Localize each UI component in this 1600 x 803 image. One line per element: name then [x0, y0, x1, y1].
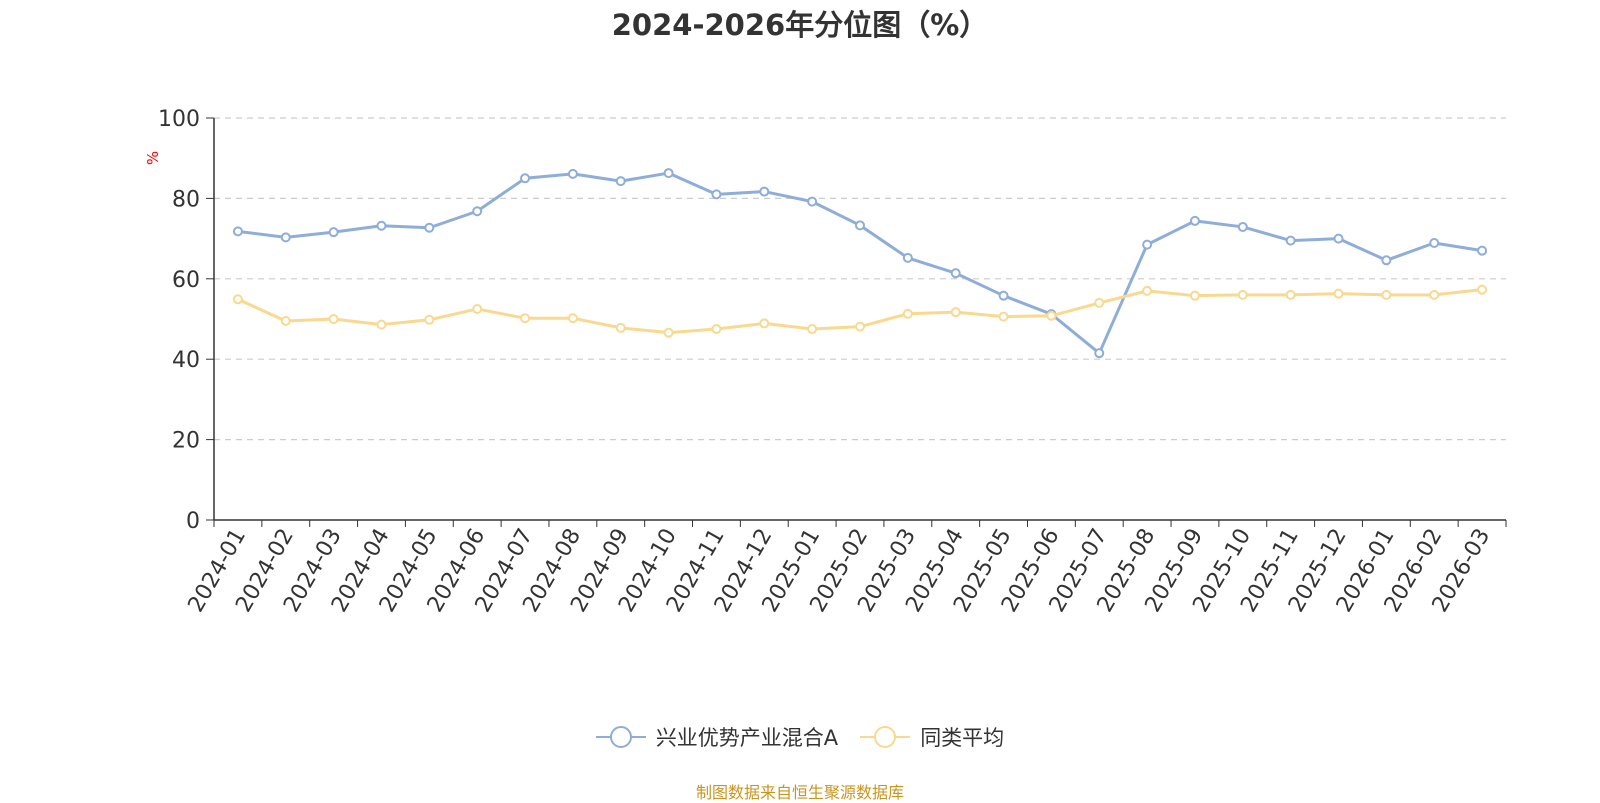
data-point[interactable]: [520, 173, 531, 184]
legend-item-peer-average[interactable]: 同类平均: [860, 722, 1004, 752]
y-tick-label: 60: [172, 268, 200, 293]
data-point[interactable]: [280, 316, 291, 327]
data-point[interactable]: [567, 313, 578, 324]
legend-label-peer-average: 同类平均: [920, 726, 1005, 750]
data-point[interactable]: [711, 189, 722, 200]
data-point[interactable]: [902, 252, 913, 263]
data-point[interactable]: [1333, 233, 1344, 244]
data-point[interactable]: [950, 307, 961, 318]
data-point[interactable]: [1094, 348, 1105, 359]
data-point[interactable]: [663, 168, 674, 179]
data-point[interactable]: [950, 268, 961, 279]
data-point[interactable]: [855, 220, 865, 231]
data-source-note: 制图数据来自恒生聚源数据库: [695, 783, 904, 802]
data-point[interactable]: [424, 314, 435, 325]
data-point[interactable]: [1429, 238, 1440, 249]
data-point[interactable]: [232, 294, 243, 305]
data-point[interactable]: [1094, 297, 1105, 308]
data-point[interactable]: [1477, 245, 1488, 256]
data-point[interactable]: [232, 226, 243, 237]
legend-label-fund: 兴业优势产业混合A: [655, 726, 839, 750]
data-point[interactable]: [807, 196, 818, 207]
data-point[interactable]: [663, 327, 674, 338]
data-point[interactable]: [855, 321, 865, 332]
data-point[interactable]: [424, 222, 435, 233]
y-tick-label: 0: [186, 509, 200, 534]
data-point[interactable]: [1142, 285, 1153, 296]
data-point[interactable]: [472, 303, 483, 314]
data-point[interactable]: [998, 290, 1009, 301]
data-point[interactable]: [1381, 255, 1392, 266]
data-point[interactable]: [1333, 288, 1344, 299]
data-point[interactable]: [472, 206, 483, 217]
data-point[interactable]: [1237, 289, 1248, 300]
data-point[interactable]: [520, 313, 531, 324]
data-point[interactable]: [376, 319, 387, 330]
y-tick-label: 100: [158, 107, 200, 132]
legend-marker-fund: [595, 726, 646, 748]
y-axis-label: %: [144, 151, 162, 165]
data-point[interactable]: [280, 232, 291, 243]
data-point[interactable]: [998, 311, 1009, 322]
data-point[interactable]: [328, 314, 339, 324]
data-point[interactable]: [807, 324, 818, 335]
data-point[interactable]: [1189, 215, 1200, 226]
y-tick-label: 80: [172, 187, 200, 212]
legend-item-fund[interactable]: 兴业优势产业混合A: [595, 722, 839, 752]
data-point[interactable]: [759, 318, 770, 329]
legend: 兴业优势产业混合A 同类平均: [0, 722, 1600, 752]
data-point[interactable]: [759, 186, 770, 197]
data-point[interactable]: [615, 322, 626, 333]
data-point[interactable]: [1285, 289, 1296, 300]
legend-marker-peer-average: [860, 726, 911, 748]
data-point[interactable]: [1477, 284, 1488, 295]
data-point[interactable]: [328, 227, 339, 238]
data-point[interactable]: [615, 176, 626, 187]
data-point[interactable]: [376, 220, 387, 231]
chart-title: 2024-2026年分位图（%）: [611, 8, 989, 42]
y-tick-label: 20: [172, 429, 200, 454]
data-point[interactable]: [1046, 310, 1057, 321]
data-point[interactable]: [1381, 289, 1392, 300]
data-point[interactable]: [567, 168, 578, 179]
y-tick-label: 40: [172, 348, 200, 373]
data-point[interactable]: [1189, 290, 1200, 301]
data-point[interactable]: [1285, 235, 1296, 246]
data-point[interactable]: [1429, 289, 1440, 300]
data-point[interactable]: [711, 324, 722, 335]
data-point[interactable]: [1237, 221, 1248, 232]
data-point[interactable]: [1142, 239, 1153, 250]
data-point[interactable]: [902, 308, 913, 319]
